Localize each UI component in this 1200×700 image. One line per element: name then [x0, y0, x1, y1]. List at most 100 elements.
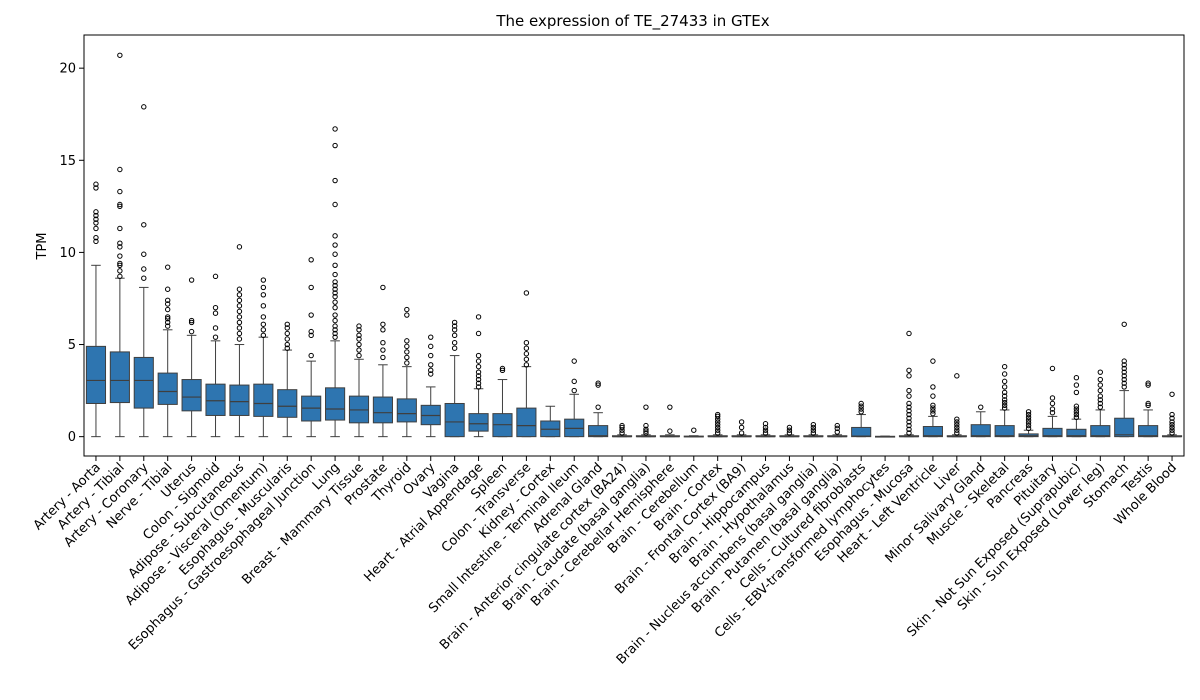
- outlier-point: [236, 308, 243, 315]
- outlier-point: [141, 275, 147, 281]
- outlier-point: [691, 427, 697, 433]
- chart-title: The expression of TE_27433 in GTEx: [495, 12, 769, 31]
- outlier-point: [667, 404, 673, 410]
- outlier-point: [117, 240, 123, 246]
- outlier-point: [164, 316, 171, 322]
- outlier-point: [1121, 376, 1127, 383]
- outlier-point: [332, 304, 338, 311]
- outlier-point: [1049, 365, 1056, 372]
- outlier-point: [954, 373, 960, 379]
- outlier-point: [906, 367, 912, 374]
- outlier-point: [236, 292, 243, 298]
- outlier-point: [93, 181, 99, 187]
- outlier-point: [810, 421, 817, 428]
- outlier-point: [1169, 415, 1175, 421]
- outlier-point: [906, 408, 912, 414]
- outlier-point: [906, 330, 912, 337]
- outlier-point: [762, 430, 769, 436]
- outlier-point: [523, 362, 530, 368]
- outlier-point: [284, 330, 290, 337]
- outlier-point: [428, 343, 434, 350]
- outlier-point: [236, 244, 243, 250]
- outlier-point: [332, 126, 338, 132]
- outlier-point: [260, 332, 267, 339]
- box: [85, 345, 107, 404]
- outlier-point: [475, 369, 482, 375]
- outlier-point: [595, 382, 601, 388]
- outlier-point: [930, 402, 936, 409]
- outlier-point: [332, 312, 338, 318]
- outlier-point: [404, 306, 410, 313]
- y-tick-label: 0: [68, 430, 76, 445]
- outlier-point: [1001, 378, 1008, 385]
- outlier-point: [595, 380, 601, 386]
- outlier-point: [858, 400, 864, 407]
- outlier-point: [475, 376, 482, 383]
- outlier-point: [523, 290, 530, 296]
- outlier-point: [332, 262, 338, 269]
- outlier-point: [714, 430, 721, 436]
- outlier-point: [1097, 376, 1104, 383]
- outlier-point: [1169, 411, 1175, 418]
- outlier-point: [164, 286, 171, 292]
- box: [922, 426, 943, 438]
- outlier-point: [260, 321, 267, 327]
- outlier-point: [188, 319, 195, 326]
- outlier-point: [332, 317, 338, 324]
- outlier-point: [284, 341, 290, 348]
- outlier-point: [428, 362, 434, 368]
- outlier-point: [236, 314, 243, 320]
- outlier-point: [428, 352, 434, 359]
- outlier-point: [451, 319, 458, 326]
- outlier-point: [332, 323, 338, 329]
- outlier-point: [906, 387, 912, 394]
- outlier-point: [308, 352, 314, 359]
- outlier-point: [236, 330, 243, 337]
- outlier-point: [1121, 358, 1127, 364]
- outlier-point: [954, 421, 960, 428]
- outlier-point: [141, 104, 147, 110]
- outlier-point: [236, 297, 243, 304]
- box: [205, 383, 226, 416]
- outlier-point: [380, 327, 386, 333]
- outlier-point: [714, 427, 721, 433]
- outlier-point: [164, 319, 171, 326]
- outlier-point: [1145, 380, 1151, 386]
- outlier-point: [786, 424, 793, 431]
- box: [372, 396, 393, 424]
- outlier-point: [475, 373, 482, 379]
- outlier-point: [906, 411, 912, 418]
- outlier-point: [1001, 402, 1008, 409]
- box: [253, 383, 274, 417]
- outlier-point: [475, 314, 482, 320]
- outlier-point: [404, 360, 410, 366]
- outlier-point: [332, 299, 338, 305]
- outlier-point: [93, 234, 99, 241]
- outlier-point: [188, 277, 195, 283]
- outlier-point: [1073, 382, 1080, 388]
- box: [277, 389, 298, 418]
- outlier-point: [978, 404, 984, 410]
- outlier-point: [475, 380, 482, 386]
- outlier-point: [1025, 409, 1032, 415]
- outlier-point: [571, 387, 577, 394]
- outlier-point: [1001, 393, 1008, 399]
- outlier-point: [906, 400, 912, 407]
- outlier-point: [1121, 380, 1127, 386]
- outlier-point: [714, 424, 721, 431]
- outlier-point: [212, 304, 219, 311]
- outlier-point: [523, 339, 530, 346]
- outlier-point: [523, 356, 530, 362]
- outlier-point: [475, 352, 482, 359]
- outlier-point: [356, 323, 362, 329]
- outlier-point: [643, 430, 649, 436]
- outlier-point: [428, 367, 434, 374]
- outlier-point: [308, 312, 314, 318]
- box: [396, 398, 417, 423]
- outlier-point: [164, 297, 171, 304]
- outlier-point: [164, 301, 171, 307]
- outlier-point: [1097, 369, 1104, 375]
- outlier-point: [834, 429, 840, 435]
- outlier-point: [93, 216, 99, 222]
- outlier-point: [1073, 389, 1080, 396]
